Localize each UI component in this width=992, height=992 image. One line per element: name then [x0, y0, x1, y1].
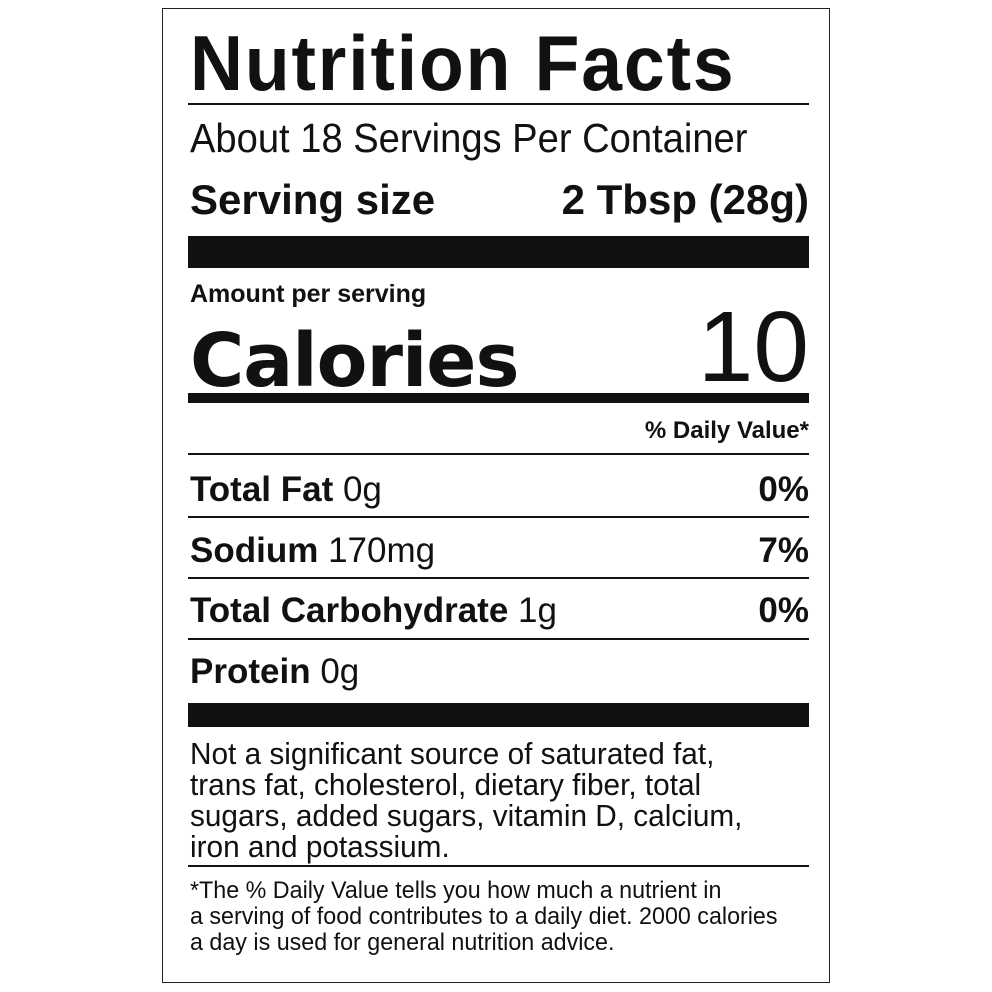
divider	[188, 516, 809, 518]
nutrient-dv: 0%	[758, 470, 809, 509]
nutrient-dv: 7%	[758, 531, 809, 570]
daily-value-footnote: *The % Daily Value tells you how much a …	[190, 877, 778, 956]
calories-value: 10	[697, 291, 809, 403]
divider	[188, 453, 809, 455]
divider	[188, 577, 809, 579]
nutrient-dv: 0%	[758, 591, 809, 630]
medium-bar	[188, 393, 809, 403]
serving-size-value: 2 Tbsp (28g)	[561, 176, 809, 223]
divider	[188, 865, 809, 867]
amount-per-serving: Amount per serving	[190, 280, 427, 308]
not-significant-note: Not a significant source of saturated fa…	[190, 736, 743, 864]
label-title: Nutrition Facts	[190, 19, 736, 107]
nutrition-label	[162, 8, 830, 983]
serving-size-label: Serving size	[190, 176, 436, 223]
divider	[188, 103, 809, 105]
nutrient-row-sodium: Sodium 170mg	[190, 531, 436, 570]
thick-bar	[188, 703, 809, 727]
nutrient-row-total-carbohydrate: Total Carbohydrate 1g	[190, 591, 557, 630]
thick-bar	[188, 236, 809, 268]
servings-per-container: About 18 Servings Per Container	[190, 115, 748, 161]
calories-label: Calories	[190, 318, 520, 404]
divider	[188, 638, 809, 640]
daily-value-header: % Daily Value*	[644, 417, 809, 444]
nutrient-row-total-fat: Total Fat 0g	[190, 470, 382, 509]
nutrient-row-protein: Protein 0g	[190, 652, 360, 691]
